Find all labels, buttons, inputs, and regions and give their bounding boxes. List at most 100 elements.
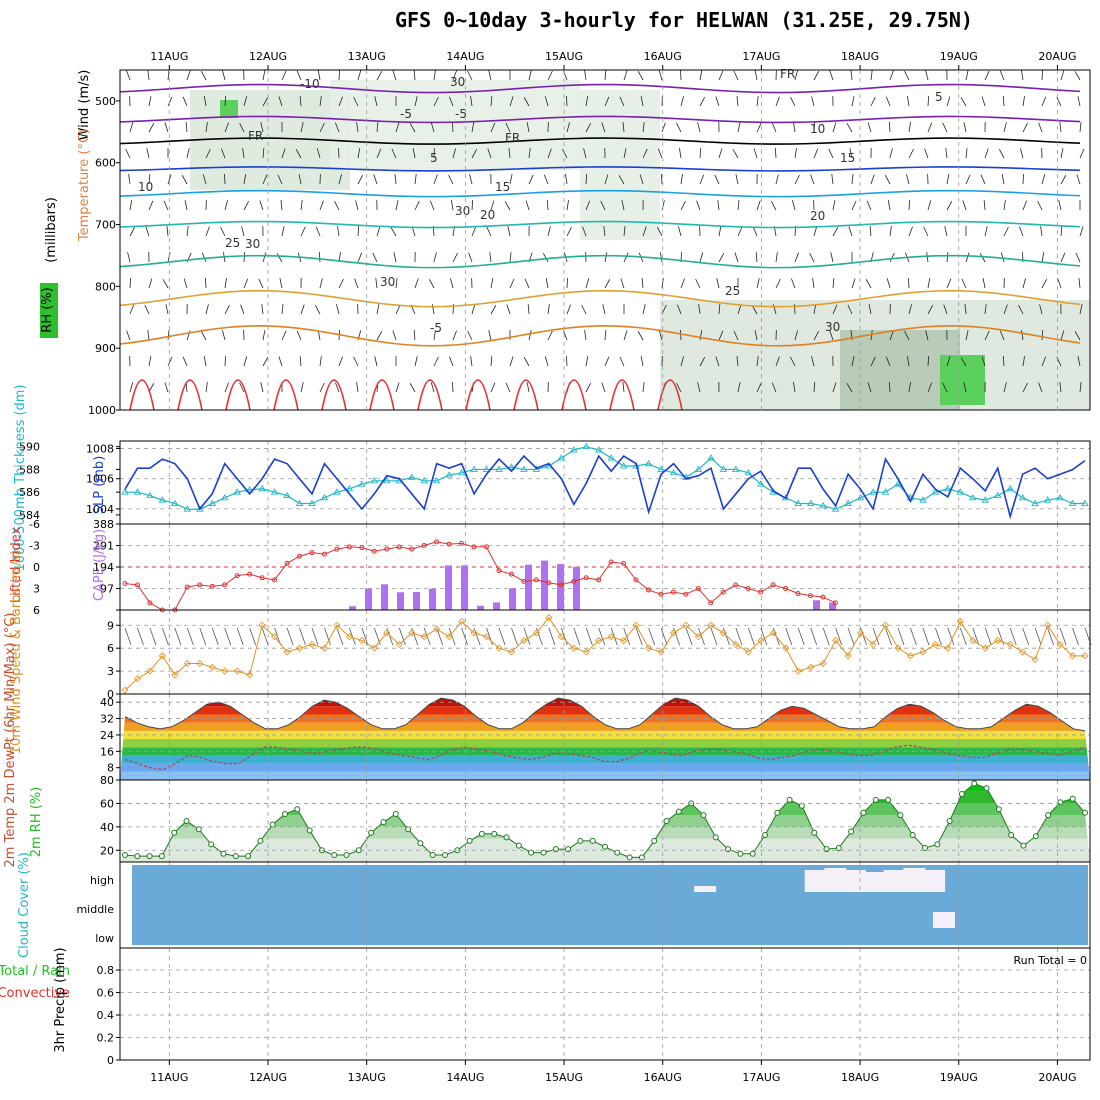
wind-barb <box>511 627 518 646</box>
temperature-contour <box>369 379 395 411</box>
lifted-index-marker <box>384 546 390 552</box>
y-tick-label: 600 <box>95 157 116 170</box>
wind-barb <box>680 96 684 107</box>
wind-barb <box>908 226 913 237</box>
wind-barb <box>790 356 796 367</box>
wind-barb <box>946 252 949 263</box>
wind-barb <box>794 330 798 341</box>
thickness-marker <box>1081 499 1089 506</box>
wind-barb <box>1038 382 1043 393</box>
wind-barb <box>1079 304 1083 315</box>
wind-barb <box>965 174 971 185</box>
y-tick-label: 40 <box>100 821 114 834</box>
thickness-marker <box>644 459 653 467</box>
wind-barb <box>946 201 953 211</box>
wind-barb <box>413 330 416 341</box>
wind-barb <box>277 174 283 185</box>
wind-barb <box>619 96 625 107</box>
wind-barb <box>547 330 553 341</box>
wind-barb <box>186 627 194 646</box>
thickness-marker <box>146 491 154 499</box>
thickness-marker <box>208 499 217 506</box>
day-label-bottom: 11AUG <box>150 1071 188 1084</box>
wind-barb <box>889 226 892 237</box>
wind-speed-marker <box>196 659 204 668</box>
wind-barb <box>395 278 398 289</box>
wind-barb <box>376 226 381 237</box>
wind-barb <box>1038 122 1043 133</box>
lifted-index-marker <box>571 578 577 584</box>
wind-barb <box>319 122 325 133</box>
thickness-marker <box>308 499 316 506</box>
wind-barb <box>775 174 779 185</box>
wind-barb <box>205 382 208 393</box>
lifted-index-marker <box>209 583 215 589</box>
wind-barb <box>414 174 417 185</box>
wind-barb <box>224 122 229 133</box>
wind-barb <box>847 627 855 646</box>
wind-barb <box>338 174 342 185</box>
temperature-band <box>120 763 1090 772</box>
day-label-bottom: 12AUG <box>249 1071 287 1084</box>
wind-speed-marker <box>807 663 815 671</box>
temperature-contour <box>119 83 1081 94</box>
thickness-marker <box>432 476 441 484</box>
rh-marker <box>1032 833 1039 840</box>
wind-barb <box>1079 382 1082 393</box>
thickness-marker <box>856 493 865 501</box>
wind-barb <box>200 330 207 341</box>
wind-barb <box>184 200 188 211</box>
wind-barb <box>581 304 587 315</box>
rh-marker <box>983 785 990 792</box>
wind-barb <box>603 226 606 237</box>
wind-barb <box>470 96 473 107</box>
wind-barb <box>623 148 627 159</box>
wind-barb <box>185 122 188 133</box>
wind-barb <box>449 96 454 107</box>
wind-barb <box>884 174 891 185</box>
y-tick-label: 800 <box>95 280 116 293</box>
day-label-top: 19AUG <box>940 50 978 63</box>
wind-barb <box>390 227 397 237</box>
wind-barb <box>908 304 912 315</box>
dewpoint-line <box>124 744 1086 771</box>
wind-barb <box>357 252 363 263</box>
wind-barb <box>1077 356 1081 367</box>
wind-barb <box>203 96 207 107</box>
rh-marker <box>749 850 756 857</box>
wind-barb <box>566 122 570 133</box>
y-tick-label: 584 <box>19 509 40 522</box>
wind-barb <box>959 627 967 646</box>
wind-barb <box>319 356 322 367</box>
cape-bar <box>445 565 452 610</box>
wind-barb <box>794 70 798 81</box>
temperature-contour <box>119 325 1081 347</box>
thickness-marker <box>1056 493 1064 501</box>
wind-barb <box>658 70 663 81</box>
wind-barb <box>623 252 629 263</box>
wind-barb <box>224 278 227 289</box>
contour-label: 5 <box>935 90 943 104</box>
wind-barb <box>1072 627 1079 646</box>
wind-barb <box>1059 382 1062 393</box>
wind-speed-marker <box>233 667 241 675</box>
wind-barb <box>243 200 250 211</box>
wind-barb <box>642 382 645 393</box>
wind-barb <box>430 382 435 393</box>
rh-marker <box>208 841 215 848</box>
rh-marker <box>995 806 1002 813</box>
temperature-band <box>120 755 1090 764</box>
lifted-index-marker <box>321 551 327 557</box>
wind-barb <box>980 174 986 185</box>
lifted-index-marker <box>508 571 514 577</box>
wind-barb <box>809 252 815 263</box>
lifted-index-marker <box>471 544 477 550</box>
wind-barb <box>202 174 207 185</box>
wind-barb <box>1022 200 1027 211</box>
axis-label-slp: SLP (mb) <box>92 456 107 515</box>
contour-label: 15 <box>840 151 855 165</box>
temperature-contour <box>321 379 347 411</box>
lifted-index-marker <box>446 541 452 547</box>
wind-barb <box>943 304 948 315</box>
wind-barb <box>239 122 245 133</box>
